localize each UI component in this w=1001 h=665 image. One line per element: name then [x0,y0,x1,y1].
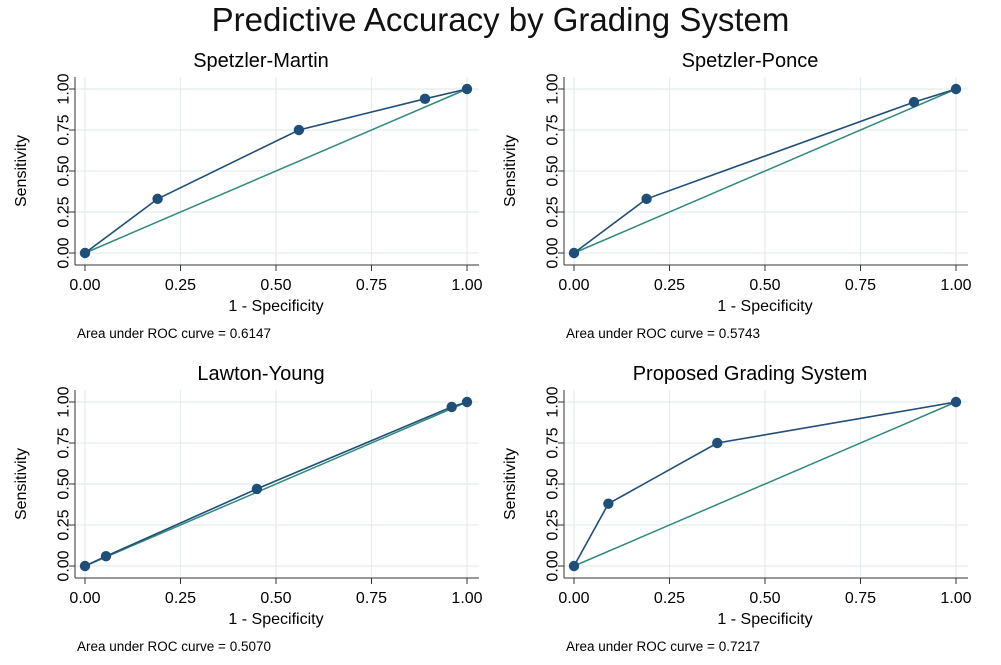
x-tick-label: 0.25 [654,590,685,607]
y-tick-label: 1.00 [545,386,562,417]
roc-point [79,247,91,259]
y-tick-label: 0.25 [56,509,73,540]
roc-curve [573,401,957,567]
roc-point [152,193,163,205]
roc-point [446,401,457,413]
x-axis-title: 1 - Specificity [228,611,323,628]
y-tick-label: 0.50 [545,468,562,499]
y-tick-label: 0.25 [545,196,562,227]
x-tick-label: 0.50 [749,277,780,294]
roc-point [419,93,431,105]
x-tick-label: 1.00 [940,590,971,607]
x-tick-label: 0.00 [69,277,100,294]
roc-point [603,498,614,509]
y-axis-title: Sensitivity [502,135,519,207]
auc-note: Area under ROC curve = 0.6147 [77,326,271,341]
y-tick-label: 0.00 [56,237,73,268]
x-tick-label: 0.25 [654,277,685,294]
roc-point [950,83,962,95]
roc-panel-lawton-young: Lawton-Young 0.00 0.25 0.50 0.75 1.00 0.00 0.25… [2,357,494,657]
y-tick-label: 0.75 [545,427,562,458]
auc-note: Area under ROC curve = 0.7217 [566,639,760,654]
x-tick-label: 0.75 [845,590,876,607]
roc-point [293,124,305,136]
y-axis-title: Sensitivity [13,448,30,520]
reference-line [573,401,957,567]
roc-point [100,550,112,562]
roc-point [79,560,91,572]
roc-chart-proposed-grading-system: Proposed Grading System 0.00 0.25 0.50 0.75 1… [502,363,972,654]
y-axis-title: Sensitivity [13,135,30,207]
x-tick-label: 1.00 [451,277,482,294]
x-tick-label: 0.50 [260,590,291,607]
y-tick-label: 0.00 [56,550,73,581]
y-tick-label: 0.75 [56,427,73,458]
y-tick-label: 0.50 [56,155,73,186]
auc-note: Area under ROC curve = 0.5070 [77,639,271,654]
x-axis-title: 1 - Specificity [717,611,812,628]
roc-point [950,396,962,408]
reference-line [84,401,468,567]
reference-line [84,88,468,254]
figure-title: Predictive Accuracy by Grading System [211,1,790,38]
roc-curve [573,88,957,254]
x-tick-label: 0.00 [558,590,589,607]
roc-point [461,83,473,95]
panel-title: Spetzler-Ponce [682,50,819,72]
y-tick-label: 0.50 [56,468,73,499]
y-tick-label: 0.75 [545,114,562,145]
roc-point [641,193,652,205]
x-tick-label: 0.25 [165,590,196,607]
y-tick-label: 1.00 [56,386,73,417]
roc-chart-spetzler-martin: Spetzler-Martin 0.00 0.25 0.50 0.75 1.00 0.00 0… [13,50,483,341]
x-tick-label: 1.00 [940,277,971,294]
x-tick-label: 0.00 [69,590,100,607]
roc-panel-spetzler-ponce: Spetzler-Ponce 0.00 0.25 0.50 0.75 1.00 0.00 0.… [491,44,983,344]
y-tick-label: 0.00 [545,550,562,581]
x-tick-label: 0.25 [165,277,196,294]
roc-point [461,396,473,408]
roc-point [568,560,580,572]
auc-note: Area under ROC curve = 0.5743 [566,326,760,341]
x-tick-label: 0.75 [356,277,387,294]
x-tick-label: 0.75 [356,590,387,607]
y-tick-label: 0.25 [56,196,73,227]
y-tick-label: 1.00 [56,73,73,104]
roc-panel-proposed-grading-system: Proposed Grading System 0.00 0.25 0.50 0.75 1… [491,357,983,657]
roc-panel-spetzler-martin: Spetzler-Martin 0.00 0.25 0.50 0.75 1.00 0.00 0… [2,44,494,344]
y-tick-label: 0.00 [545,237,562,268]
y-tick-label: 0.50 [545,155,562,186]
x-tick-label: 0.75 [845,277,876,294]
x-axis-title: 1 - Specificity [228,298,323,315]
panel-title: Lawton-Young [197,363,324,385]
y-tick-label: 1.00 [545,73,562,104]
x-tick-label: 1.00 [451,590,482,607]
panel-title: Spetzler-Martin [193,50,329,72]
x-tick-label: 0.50 [260,277,291,294]
reference-line [573,88,957,254]
x-tick-label: 0.50 [749,590,780,607]
panel-title: Proposed Grading System [633,363,868,385]
roc-chart-lawton-young: Lawton-Young 0.00 0.25 0.50 0.75 1.00 0.00 0.25… [13,363,483,654]
roc-point [712,437,723,449]
y-axis-title: Sensitivity [502,448,519,520]
roc-chart-spetzler-ponce: Spetzler-Ponce 0.00 0.25 0.50 0.75 1.00 0.00 0.… [502,50,972,341]
roc-point [908,96,920,108]
roc-point [251,483,263,495]
roc-point [568,247,580,259]
x-axis-title: 1 - Specificity [717,298,812,315]
y-tick-label: 0.75 [56,114,73,145]
x-tick-label: 0.00 [558,277,589,294]
y-tick-label: 0.25 [545,509,562,540]
